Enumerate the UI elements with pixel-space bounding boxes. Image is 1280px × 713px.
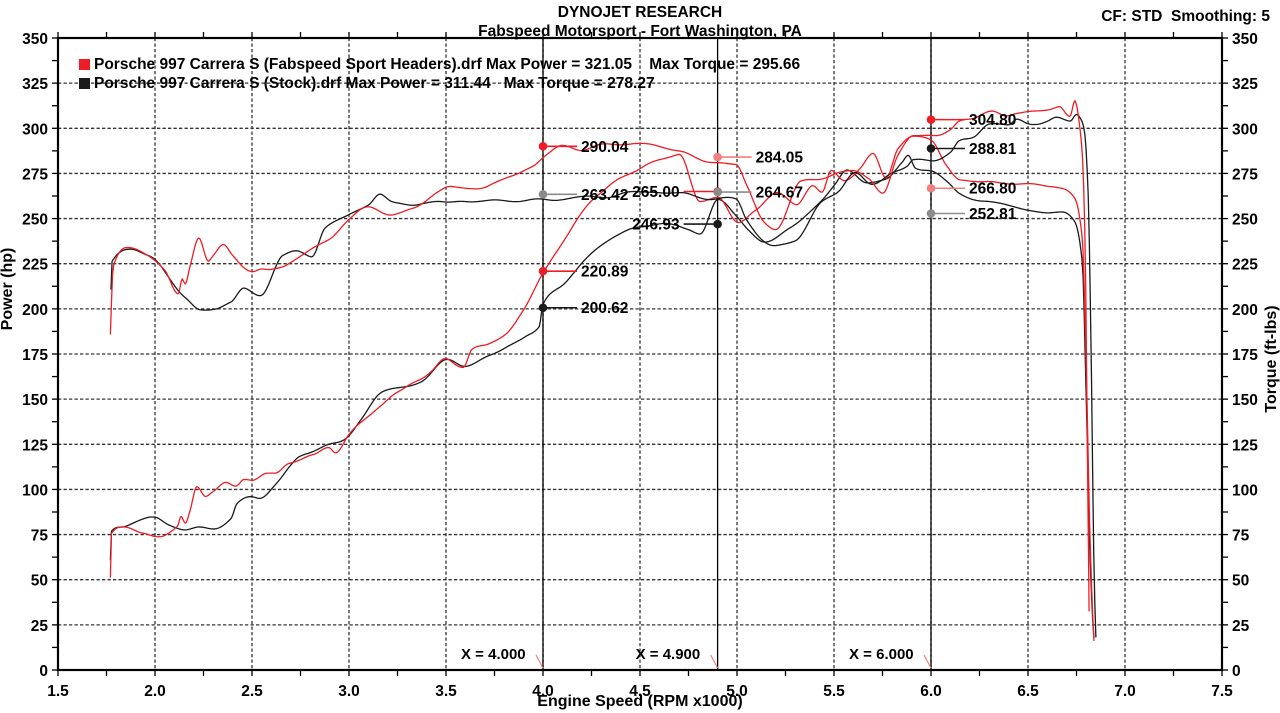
svg-text:350: 350: [22, 31, 48, 48]
svg-text:5.5: 5.5: [823, 683, 845, 700]
svg-text:200.62: 200.62: [581, 300, 628, 317]
svg-text:252.81: 252.81: [969, 206, 1017, 223]
svg-text:264.67: 264.67: [756, 185, 803, 202]
svg-text:266.80: 266.80: [969, 181, 1016, 198]
svg-text:25: 25: [31, 618, 49, 635]
svg-text:6.5: 6.5: [1017, 683, 1039, 700]
svg-text:100: 100: [22, 482, 48, 499]
svg-text:7.5: 7.5: [1211, 683, 1233, 700]
svg-text:250: 250: [1232, 212, 1258, 229]
svg-text:225: 225: [1232, 257, 1258, 274]
svg-text:304.80: 304.80: [969, 112, 1016, 129]
svg-text:25: 25: [1232, 618, 1250, 635]
svg-text:325: 325: [1232, 76, 1258, 93]
svg-text:50: 50: [1232, 573, 1249, 590]
svg-text:4.5: 4.5: [629, 683, 651, 700]
svg-text:0: 0: [1232, 663, 1241, 680]
svg-text:4.0: 4.0: [532, 683, 554, 700]
svg-text:150: 150: [22, 392, 48, 409]
svg-text:7.0: 7.0: [1114, 683, 1136, 700]
svg-text:350: 350: [1232, 31, 1258, 48]
svg-text:175: 175: [1232, 347, 1258, 364]
svg-text:325: 325: [22, 76, 48, 93]
svg-text:284.05: 284.05: [756, 150, 804, 167]
svg-text:X = 4.000: X = 4.000: [461, 646, 526, 663]
svg-text:0: 0: [39, 663, 48, 680]
svg-text:125: 125: [1232, 437, 1258, 454]
svg-text:75: 75: [31, 528, 49, 545]
svg-text:2.5: 2.5: [241, 683, 263, 700]
svg-text:265.00: 265.00: [632, 184, 679, 201]
svg-text:50: 50: [31, 573, 48, 590]
svg-text:288.81: 288.81: [969, 141, 1017, 158]
svg-text:290.04: 290.04: [581, 139, 629, 156]
svg-text:250: 250: [22, 212, 48, 229]
svg-text:300: 300: [1232, 121, 1258, 138]
svg-text:246.93: 246.93: [632, 217, 680, 234]
svg-text:X = 6.000: X = 6.000: [849, 646, 914, 663]
svg-text:275: 275: [1232, 166, 1258, 183]
svg-text:75: 75: [1232, 528, 1250, 545]
svg-text:200: 200: [22, 302, 48, 319]
svg-text:6.0: 6.0: [920, 683, 942, 700]
svg-text:275: 275: [22, 166, 48, 183]
svg-text:175: 175: [22, 347, 48, 364]
svg-text:100: 100: [1232, 482, 1258, 499]
svg-text:263.42: 263.42: [581, 187, 628, 204]
svg-text:1.5: 1.5: [47, 683, 69, 700]
svg-text:5.0: 5.0: [726, 683, 748, 700]
svg-text:X = 4.900: X = 4.900: [636, 646, 701, 663]
svg-text:300: 300: [22, 121, 48, 138]
svg-text:225: 225: [22, 257, 48, 274]
svg-text:220.89: 220.89: [581, 264, 629, 281]
svg-text:125: 125: [22, 437, 48, 454]
svg-text:2.0: 2.0: [144, 683, 166, 700]
svg-text:200: 200: [1232, 302, 1258, 319]
svg-text:3.0: 3.0: [338, 683, 360, 700]
svg-text:150: 150: [1232, 392, 1258, 409]
svg-text:3.5: 3.5: [435, 683, 457, 700]
